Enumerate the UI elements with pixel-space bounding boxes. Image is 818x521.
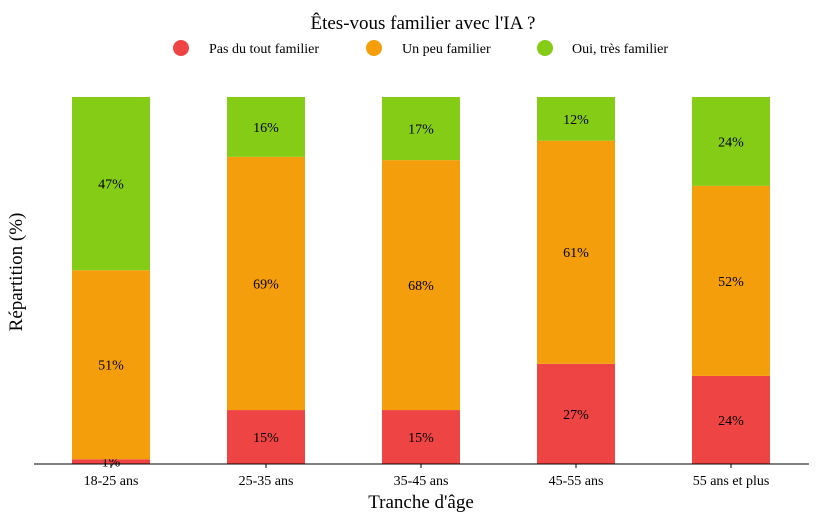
- x-tick-label-45-55-ans: 45-55 ans: [549, 474, 604, 489]
- bar-segment-18-25-ans-un-peu-familier: [72, 270, 150, 460]
- x-axis-ticks: 18-25 ans 25-35 ans 35-45 ans 45-55 ans 55 a…: [84, 464, 770, 489]
- x-tick-label-35-45-ans: 35-45 ans: [394, 474, 449, 489]
- data-label-25-35-ans-oui-tres-familier: 16%: [253, 121, 279, 136]
- data-label-18-25-ans-pas-du-tout-familier: 1%: [102, 456, 121, 471]
- legend-label-oui-tres-familier: Oui, très familier: [572, 42, 668, 57]
- legend-marker-oui-tres-familier: [537, 40, 553, 56]
- x-tick-label-18-25-ans: 18-25 ans: [84, 474, 139, 489]
- data-label-18-25-ans-un-peu-familier: 51%: [98, 359, 124, 374]
- bar-segment-55-ans-et-plus-pas-du-tout-familier: [692, 375, 770, 464]
- legend-label-un-peu-familier: Un peu familier: [402, 42, 491, 57]
- data-label-45-55-ans-un-peu-familier: 61%: [563, 246, 589, 261]
- data-label-25-35-ans-pas-du-tout-familier: 15%: [253, 431, 279, 446]
- bar-segment-25-35-ans-pas-du-tout-familier: [227, 410, 305, 464]
- chart-title: Êtes-vous familier avec l'IA ?: [310, 12, 535, 34]
- bars: 1% 51% 47% 15% 69% 16% 15% 68% 17% 27% 61% 12% 24% 52…: [72, 97, 770, 471]
- bar-segment-45-55-ans-oui-tres-familier: [537, 97, 615, 141]
- bar-segment-55-ans-et-plus-un-peu-familier: [692, 185, 770, 376]
- data-label-55-ans-et-plus-un-peu-familier: 52%: [718, 275, 744, 290]
- bar-segment-45-55-ans-pas-du-tout-familier: [537, 363, 615, 464]
- legend-label-pas-du-tout-familier: Pas du tout familier: [209, 42, 319, 57]
- bar-segment-25-35-ans-un-peu-familier: [227, 156, 305, 411]
- x-axis-title: Tranche d'âge: [368, 492, 474, 513]
- bar-segment-55-ans-et-plus-oui-tres-familier: [692, 97, 770, 186]
- data-label-35-45-ans-un-peu-familier: 68%: [408, 279, 434, 294]
- data-label-18-25-ans-oui-tres-familier: 47%: [98, 178, 124, 193]
- legend-marker-un-peu-familier: [366, 40, 382, 56]
- data-label-45-55-ans-oui-tres-familier: 12%: [563, 113, 589, 128]
- bar-segment-18-25-ans-pas-du-tout-familier: [72, 459, 150, 464]
- data-label-45-55-ans-pas-du-tout-familier: 27%: [563, 408, 589, 423]
- legend: Pas du tout familier Un peu familier Oui, …: [173, 40, 668, 57]
- data-label-35-45-ans-pas-du-tout-familier: 15%: [408, 431, 434, 446]
- data-label-25-35-ans-un-peu-familier: 69%: [253, 277, 279, 292]
- legend-marker-pas-du-tout-familier: [173, 40, 189, 56]
- x-tick-label-55-ans-et-plus: 55 ans et plus: [693, 474, 770, 489]
- bar-segment-25-35-ans-oui-tres-familier: [227, 97, 305, 157]
- bar-segment-35-45-ans-un-peu-familier: [382, 160, 460, 411]
- bar-segment-35-45-ans-oui-tres-familier: [382, 97, 460, 161]
- x-tick-label-25-35-ans: 25-35 ans: [239, 474, 294, 489]
- data-label-55-ans-et-plus-oui-tres-familier: 24%: [718, 135, 744, 150]
- y-axis-title: Répartition (%): [6, 213, 27, 332]
- data-label-35-45-ans-oui-tres-familier: 17%: [408, 123, 434, 138]
- bar-segment-45-55-ans-un-peu-familier: [537, 140, 615, 364]
- bar-segment-18-25-ans-oui-tres-familier: [72, 97, 150, 271]
- bar-segment-35-45-ans-pas-du-tout-familier: [382, 410, 460, 464]
- data-label-55-ans-et-plus-pas-du-tout-familier: 24%: [718, 414, 744, 429]
